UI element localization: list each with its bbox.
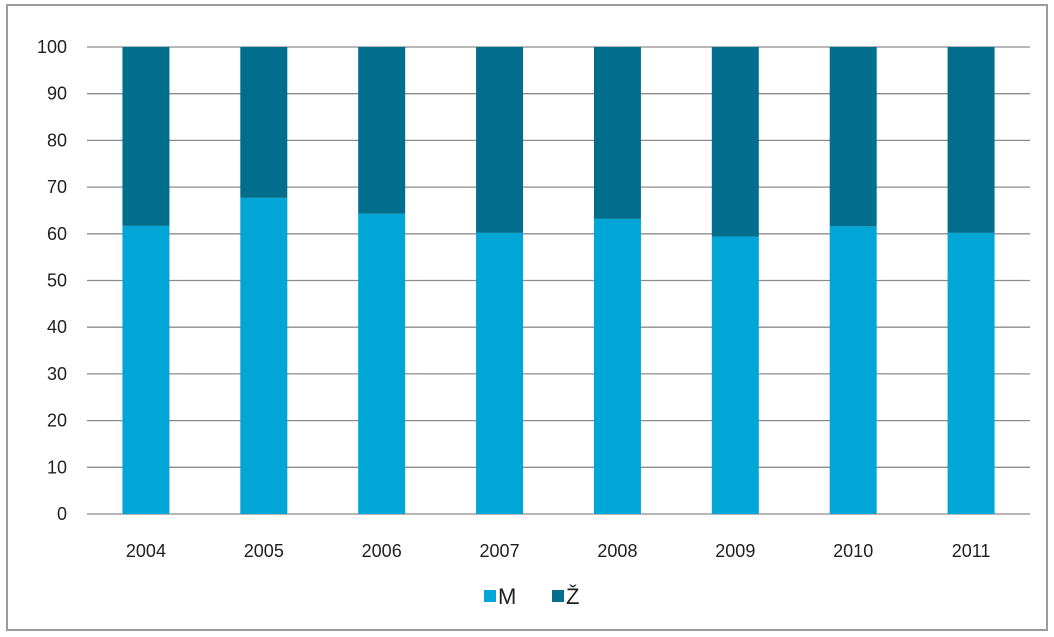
x-axis: 2004 2005 2006 2007 2008 2009 2010 2011 (126, 541, 991, 561)
y-tick-label: 50 (47, 271, 67, 291)
legend-label-m: M (498, 584, 516, 609)
bars (122, 47, 995, 515)
y-tick-label: 40 (47, 317, 67, 337)
legend-label-z: Ž (566, 584, 579, 609)
bar-z-2009 (711, 47, 759, 237)
y-tick-label: 20 (47, 411, 67, 431)
x-tick-label: 2010 (833, 541, 873, 561)
bar-m-2004 (122, 225, 170, 514)
x-tick-label: 2005 (244, 541, 284, 561)
x-tick-label: 2011 (952, 541, 991, 561)
x-tick-label: 2007 (480, 541, 520, 561)
bar-m-2005 (240, 197, 288, 514)
y-tick-label: 0 (57, 504, 67, 524)
bar-m-2007 (476, 232, 524, 514)
y-tick-label: 10 (47, 457, 67, 477)
y-tick-label: 60 (47, 224, 67, 244)
bar-m-2010 (829, 226, 877, 514)
y-tick-label: 80 (47, 130, 67, 150)
bar-z-2011 (947, 47, 995, 233)
x-tick-label: 2008 (597, 541, 637, 561)
legend-swatch-m (484, 590, 496, 602)
y-tick-label: 100 (37, 37, 67, 57)
y-tick-label: 90 (47, 84, 67, 104)
bar-z-2005 (240, 47, 288, 198)
gridlines (87, 46, 1030, 515)
x-tick-label: 2004 (126, 541, 166, 561)
y-tick-label: 70 (47, 177, 67, 197)
x-tick-label: 2009 (715, 541, 755, 561)
y-tick-label: 30 (47, 364, 67, 384)
bar-z-2007 (476, 47, 524, 233)
y-axis: 0 10 20 30 40 50 60 70 80 90 100 (37, 37, 67, 524)
bar-m-2008 (593, 218, 641, 514)
legend-swatch-z (552, 590, 564, 602)
bar-m-2006 (358, 213, 406, 514)
bar-z-2008 (593, 47, 641, 219)
bar-m-2009 (711, 236, 759, 515)
bar-m-2011 (947, 232, 995, 514)
bar-z-2004 (122, 47, 170, 226)
chart-frame: 0 10 20 30 40 50 60 70 80 90 100 2004 2005 2006 2007 2… (6, 4, 1048, 631)
x-tick-label: 2006 (362, 541, 402, 561)
bar-z-2010 (829, 47, 877, 227)
bar-z-2006 (358, 47, 406, 214)
